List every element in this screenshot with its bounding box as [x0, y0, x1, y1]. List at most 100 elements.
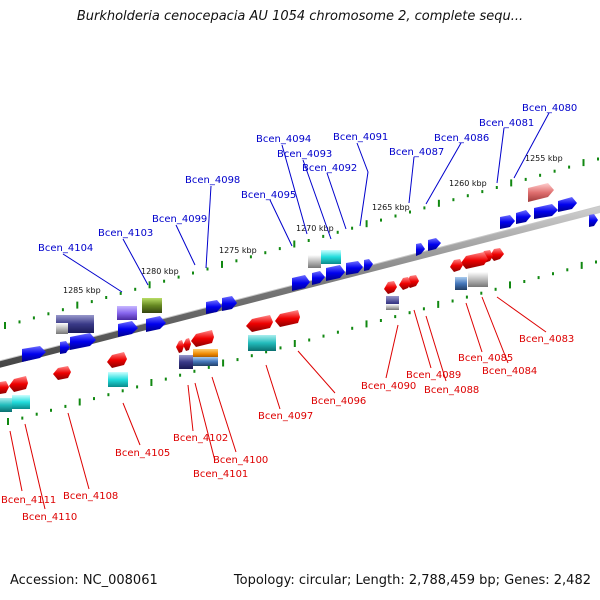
- scale-tick-minor: [206, 267, 209, 271]
- scale-tick-minor: [351, 226, 354, 230]
- gene-block: [386, 304, 399, 310]
- gene-block: [308, 255, 321, 268]
- gene-label-bcen-4099: Bcen_4099: [152, 214, 207, 225]
- forward-gene-labels: Bcen_4080 Bcen_4081 Bcen_4086 Bcen_4087 …: [38, 103, 577, 254]
- scale-tick-minor: [336, 330, 339, 334]
- scale-tick-major: [78, 398, 81, 406]
- scale-tick-major: [293, 340, 296, 347]
- scale-tick-minor: [408, 311, 411, 315]
- scale-tick-minor: [336, 230, 339, 234]
- gene-arrow: [589, 214, 598, 227]
- gene-label-bcen-4087: Bcen_4087: [389, 147, 444, 158]
- gene-label-bcen-4103: Bcen_4103: [98, 228, 153, 239]
- scale-tick-minor: [466, 194, 469, 198]
- gene-block: [248, 335, 276, 351]
- gene-arrow: [118, 321, 138, 337]
- scale-tick-minor: [192, 271, 194, 275]
- gene-arrow: [0, 381, 9, 394]
- gene-arrow: [312, 271, 325, 285]
- gene-label-bcen-4110: Bcen_4110: [22, 512, 77, 523]
- scale-tick-major: [293, 240, 296, 248]
- scale-tick-minor: [107, 393, 110, 397]
- scale-tick-major: [148, 281, 151, 289]
- gene-label-bcen-4090: Bcen_4090: [361, 381, 416, 392]
- gene-block: [468, 272, 488, 287]
- scale-tick-minor: [35, 412, 38, 416]
- kbp-label-1285: 1285 kbp: [63, 286, 101, 295]
- reverse-scale-ticks: [7, 260, 597, 425]
- forward-scale-ticks: [4, 157, 599, 329]
- scale-tick-minor: [61, 308, 64, 312]
- gene-arrow: [176, 340, 184, 353]
- gene-label-bcen-4093: Bcen_4093: [277, 149, 332, 160]
- scale-tick-minor: [279, 346, 282, 350]
- gene-arrow: [528, 183, 554, 202]
- gene-label-bcen-4089: Bcen_4089: [406, 370, 461, 381]
- gene-label-bcen-4083: Bcen_4083: [519, 334, 574, 345]
- gene-arrow: [428, 238, 441, 251]
- gene-arrow: [70, 333, 96, 350]
- scale-tick-major: [580, 261, 583, 269]
- scale-tick-major: [365, 320, 368, 328]
- gene-arrow: [364, 259, 373, 271]
- scale-tick-minor: [264, 251, 267, 255]
- gene-arrow: [183, 338, 191, 351]
- topology-text: Topology: circular; Length: 2,788,459 bp…: [233, 573, 591, 588]
- scale-tick-major: [437, 300, 440, 308]
- gene-block: [117, 306, 137, 320]
- gene-arrow: [399, 277, 411, 290]
- gene-arrow: [246, 315, 273, 332]
- gene-arrow: [60, 341, 70, 354]
- scale-tick-minor: [409, 210, 411, 214]
- gene-label-bcen-4094: Bcen_4094: [256, 134, 311, 145]
- scale-tick-minor: [380, 218, 382, 222]
- scale-tick-minor: [552, 272, 554, 276]
- kbp-label-1270: 1270 kbp: [296, 224, 334, 233]
- scale-tick-major: [582, 159, 585, 167]
- gene-block: [321, 250, 341, 264]
- scale-tick-minor: [105, 296, 108, 299]
- gene-label-bcen-4088: Bcen_4088: [424, 385, 479, 396]
- scale-tick-minor: [136, 385, 139, 389]
- gene-label-bcen-4108: Bcen_4108: [63, 491, 118, 502]
- gene-block: [12, 395, 30, 409]
- scale-tick-minor: [553, 169, 556, 173]
- gene-label-bcen-4105: Bcen_4105: [115, 448, 170, 459]
- scale-tick-minor: [422, 307, 425, 311]
- scale-tick-minor: [121, 389, 124, 393]
- scale-tick-minor: [465, 295, 468, 299]
- kbp-label-1280: 1280 kbp: [141, 267, 179, 276]
- gene-arrow: [450, 259, 463, 272]
- scale-tick-minor: [523, 280, 526, 283]
- scale-tick-minor: [480, 291, 483, 295]
- scale-tick-minor: [47, 312, 50, 316]
- scale-tick-minor: [265, 350, 268, 354]
- scale-tick-minor: [452, 198, 455, 202]
- scale-tick-minor: [278, 247, 281, 251]
- gene-arrow: [292, 275, 310, 291]
- scale-tick-minor: [177, 275, 180, 279]
- gene-label-bcen-4092: Bcen_4092: [302, 163, 357, 174]
- scale-tick-minor: [90, 300, 93, 304]
- scale-tick-minor: [566, 268, 569, 272]
- gene-arrow: [275, 310, 300, 327]
- gene-label-bcen-4100: Bcen_4100: [213, 455, 268, 466]
- gene-arrow: [22, 346, 46, 362]
- scale-tick-minor: [568, 165, 571, 169]
- gene-arrow: [416, 243, 425, 256]
- scale-tick-major: [76, 301, 79, 309]
- gene-label-bcen-4104: Bcen_4104: [38, 243, 93, 254]
- scale-tick-minor: [235, 259, 238, 263]
- kbp-label-1260: 1260 kbp: [449, 179, 487, 188]
- scale-tick-major: [437, 199, 440, 207]
- scale-tick-minor: [537, 276, 540, 280]
- gene-label-bcen-4086: Bcen_4086: [434, 133, 489, 144]
- reverse-gene-features: [0, 248, 504, 412]
- scale-tick-minor: [524, 177, 527, 181]
- scale-tick-minor: [308, 338, 311, 342]
- scale-tick-minor: [249, 255, 252, 259]
- scale-tick-minor: [164, 377, 167, 381]
- scale-tick-minor: [163, 279, 166, 283]
- gene-label-bcen-4098: Bcen_4098: [185, 175, 240, 186]
- scale-tick-minor: [119, 291, 122, 295]
